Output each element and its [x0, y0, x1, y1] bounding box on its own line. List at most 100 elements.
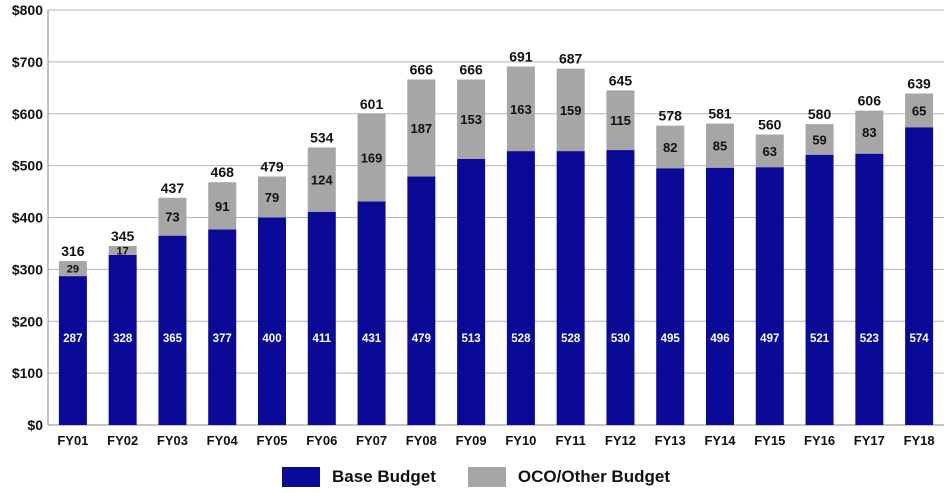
bar-base [706, 167, 734, 425]
oco-value-label: 159 [560, 103, 582, 118]
base-value-label: 431 [362, 333, 382, 345]
total-value-label: 639 [907, 76, 931, 92]
bar-oco [556, 68, 585, 152]
oco-value-label: 187 [410, 121, 432, 136]
base-value-label: 497 [760, 333, 779, 345]
bar-oco [706, 123, 734, 168]
x-tick-label: FY10 [505, 433, 536, 448]
base-value-label: 479 [412, 333, 431, 345]
y-tick-label: $500 [12, 158, 43, 174]
total-value-label: 606 [858, 93, 882, 109]
bar-oco [208, 182, 237, 230]
total-value-label: 437 [161, 180, 185, 196]
y-tick-label: $600 [12, 106, 43, 122]
y-tick-label: $200 [12, 313, 43, 329]
total-value-label: 666 [410, 62, 434, 78]
legend-item-base: Base Budget [282, 467, 436, 487]
total-value-label: 468 [211, 164, 235, 180]
oco-value-label: 59 [812, 132, 826, 147]
base-value-label: 328 [113, 333, 133, 345]
oco-value-label: 17 [117, 245, 129, 257]
x-tick-label: FY14 [704, 433, 736, 448]
base-value-label: 400 [262, 333, 281, 345]
oco-value-label: 79 [265, 190, 279, 205]
legend-swatch-base [282, 467, 320, 487]
bar-oco [905, 93, 934, 128]
bar-base [407, 176, 436, 425]
bar-oco [457, 79, 486, 159]
oco-value-label: 73 [165, 210, 179, 225]
bar-oco [656, 125, 685, 169]
base-value-label: 530 [611, 333, 630, 345]
x-tick-label: FY16 [804, 433, 835, 448]
bar-base [208, 229, 237, 425]
x-tick-label: FY15 [754, 433, 785, 448]
base-value-label: 496 [710, 333, 729, 345]
bar-oco [258, 176, 286, 218]
oco-value-label: 124 [311, 173, 333, 188]
bar-base [58, 276, 87, 425]
x-tick-label: FY05 [256, 433, 287, 448]
oco-value-label: 83 [862, 125, 876, 140]
bar-oco [755, 134, 784, 168]
bar-base [258, 217, 286, 425]
total-value-label: 581 [708, 106, 732, 122]
total-value-label: 560 [758, 117, 782, 133]
total-value-label: 479 [260, 159, 284, 175]
base-value-label: 528 [511, 333, 531, 345]
x-tick-label: FY03 [157, 433, 188, 448]
total-value-label: 601 [360, 96, 384, 112]
oco-value-label: 82 [663, 140, 677, 155]
bar-oco [307, 147, 336, 212]
x-tick-label: FY12 [605, 433, 636, 448]
legend-item-oco: OCO/Other Budget [467, 467, 670, 487]
x-tick-label: FY01 [57, 433, 88, 448]
bar-base [307, 211, 336, 425]
oco-value-label: 29 [67, 264, 79, 276]
legend-label-oco: OCO/Other Budget [517, 467, 670, 486]
base-value-label: 377 [213, 333, 232, 345]
bar-base [556, 151, 585, 425]
x-tick-label: FY04 [207, 433, 239, 448]
y-tick-label: $300 [12, 261, 43, 277]
bar-oco [855, 110, 884, 154]
total-value-label: 645 [609, 72, 633, 88]
bar-base [158, 235, 187, 425]
bar-base [506, 151, 535, 425]
total-value-label: 345 [111, 228, 135, 244]
bar-base [108, 254, 137, 425]
total-value-label: 534 [310, 129, 334, 145]
y-tick-label: $100 [12, 365, 43, 381]
base-value-label: 521 [810, 333, 830, 345]
x-tick-label: FY18 [904, 433, 935, 448]
x-tick-label: FY09 [456, 433, 487, 448]
x-tick-label: FY02 [107, 433, 138, 448]
x-tick-label: FY17 [854, 433, 885, 448]
bar-base [357, 201, 386, 425]
bar-base [457, 158, 486, 425]
legend-swatch-oco [467, 467, 506, 487]
y-tick-label: $400 [12, 210, 43, 226]
base-value-label: 287 [63, 333, 82, 345]
bar-base [855, 153, 884, 425]
oco-value-label: 85 [713, 139, 727, 154]
y-tick-label: $800 [12, 2, 43, 18]
bar-oco [805, 124, 834, 155]
bar-oco [506, 66, 535, 152]
bar-base [905, 127, 934, 426]
x-tick-label: FY11 [555, 433, 585, 448]
y-tick-label: $700 [12, 54, 43, 70]
bar-base [606, 150, 635, 425]
oco-value-label: 153 [460, 112, 482, 127]
bar-oco [58, 261, 87, 277]
x-tick-label: FY07 [356, 433, 387, 448]
x-tick-label: FY13 [655, 433, 686, 448]
total-value-label: 316 [61, 243, 85, 259]
oco-value-label: 63 [763, 144, 777, 159]
bar-oco [108, 246, 137, 255]
base-value-label: 574 [910, 333, 930, 345]
base-value-label: 513 [462, 333, 481, 345]
total-value-label: 691 [509, 49, 533, 65]
oco-value-label: 91 [215, 199, 229, 214]
